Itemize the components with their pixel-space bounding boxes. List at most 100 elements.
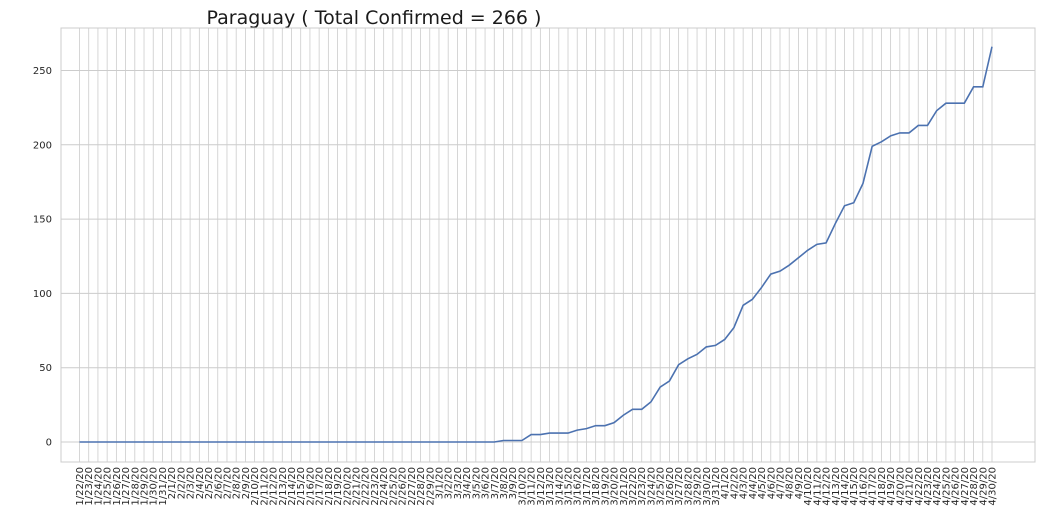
plot-frame bbox=[60, 27, 1036, 463]
x-tick-label: 2/2/20 bbox=[176, 467, 187, 499]
series-line bbox=[79, 46, 993, 443]
x-tick-label: 4/18/20 bbox=[877, 467, 888, 506]
x-tick-label: 3/2/20 bbox=[444, 467, 455, 499]
x-tick-label: 3/4/20 bbox=[462, 467, 473, 499]
x-tick-label: 3/9/20 bbox=[508, 467, 519, 499]
x-tick-label: 4/20/20 bbox=[895, 467, 906, 506]
y-tick-label: 150 bbox=[33, 215, 52, 226]
x-tick-label: 3/21/20 bbox=[619, 467, 630, 506]
x-tick-label: 2/28/20 bbox=[416, 467, 427, 506]
x-tick-label: 3/11/20 bbox=[527, 467, 538, 506]
x-tick-label: 2/15/20 bbox=[296, 467, 307, 506]
x-gridlines bbox=[79, 28, 993, 462]
x-tick-label: 2/26/20 bbox=[398, 467, 409, 506]
x-tick-label: 4/25/20 bbox=[941, 467, 952, 506]
x-tick-label: 3/6/20 bbox=[481, 467, 492, 499]
x-tick-label: 4/3/20 bbox=[739, 467, 750, 499]
x-tick-label: 4/11/20 bbox=[812, 467, 823, 506]
x-tick-label: 3/15/20 bbox=[564, 467, 575, 506]
x-tick-label: 4/9/20 bbox=[794, 467, 805, 499]
x-tick-label: 3/13/20 bbox=[545, 467, 556, 506]
x-tick-label: 2/13/20 bbox=[278, 467, 289, 506]
x-tick-label: 4/14/20 bbox=[840, 467, 851, 506]
x-tick-label: 4/29/20 bbox=[978, 467, 989, 506]
x-tick-label: 1/28/20 bbox=[130, 467, 141, 506]
x-tick-label: 4/7/20 bbox=[776, 467, 787, 499]
x-tick-label: 4/10/20 bbox=[803, 467, 814, 506]
x-tick-label: 2/17/20 bbox=[315, 467, 326, 506]
x-tick-label: 4/2/20 bbox=[729, 467, 740, 499]
x-tick-label: 2/4/20 bbox=[195, 467, 206, 499]
x-tick-label: 4/8/20 bbox=[785, 467, 796, 499]
x-tick-label: 1/30/20 bbox=[149, 467, 160, 506]
x-tick-label: 1/31/20 bbox=[158, 467, 169, 506]
x-tick-label: 3/25/20 bbox=[656, 467, 667, 506]
x-tick-label: 3/16/20 bbox=[573, 467, 584, 506]
x-tick-label: 2/9/20 bbox=[241, 467, 252, 499]
x-tick-label: 3/12/20 bbox=[536, 467, 547, 506]
x-tick-label: 2/10/20 bbox=[250, 467, 261, 506]
x-tick-label: 2/18/20 bbox=[324, 467, 335, 506]
x-tick-label: 3/30/20 bbox=[702, 467, 713, 506]
x-tick-label: 2/8/20 bbox=[232, 467, 243, 499]
x-tick-label: 3/23/20 bbox=[637, 467, 648, 506]
x-tick-label: 2/23/20 bbox=[370, 467, 381, 506]
x-tick-label: 4/21/20 bbox=[905, 467, 916, 506]
x-tick-label: 3/3/20 bbox=[453, 467, 464, 499]
x-tick-label: 2/27/20 bbox=[407, 467, 418, 506]
x-tick-label: 4/13/20 bbox=[831, 467, 842, 506]
x-tick-label: 2/22/20 bbox=[361, 467, 372, 506]
x-tick-label: 4/23/20 bbox=[923, 467, 934, 506]
x-tick-label: 1/24/20 bbox=[93, 467, 104, 506]
x-tick-label: 3/18/20 bbox=[591, 467, 602, 506]
x-tick-label: 2/21/20 bbox=[352, 467, 363, 506]
x-tick-label: 3/24/20 bbox=[646, 467, 657, 506]
y-tick-label: 0 bbox=[46, 438, 52, 449]
x-tick-label: 2/29/20 bbox=[425, 467, 436, 506]
x-tick-label: 4/5/20 bbox=[757, 467, 768, 499]
x-tick-label: 2/16/20 bbox=[305, 467, 316, 506]
x-tick-label: 2/1/20 bbox=[167, 467, 178, 499]
x-tick-label: 3/10/20 bbox=[517, 467, 528, 506]
y-axis-tick-labels: 0 50 100 150 200 250 bbox=[33, 66, 52, 449]
x-tick-label: 2/11/20 bbox=[259, 467, 270, 506]
x-tick-label: 2/7/20 bbox=[222, 467, 233, 499]
x-tick-label: 4/15/20 bbox=[849, 467, 860, 506]
x-tick-label: 4/27/20 bbox=[960, 467, 971, 506]
x-tick-label: 3/8/20 bbox=[499, 467, 510, 499]
y-gridlines bbox=[61, 70, 1035, 443]
x-tick-label: 4/16/20 bbox=[858, 467, 869, 506]
x-tick-label: 2/24/20 bbox=[379, 467, 390, 506]
x-tick-label: 3/14/20 bbox=[554, 467, 565, 506]
x-tick-label: 3/31/20 bbox=[711, 467, 722, 506]
x-tick-label: 2/14/20 bbox=[287, 467, 298, 506]
x-tick-label: 2/3/20 bbox=[186, 467, 197, 499]
x-tick-label: 2/12/20 bbox=[269, 467, 280, 506]
x-tick-label: 3/7/20 bbox=[490, 467, 501, 499]
y-tick-label: 250 bbox=[33, 66, 52, 77]
x-axis-tick-labels: 1/22/201/23/201/24/201/25/201/26/201/27/… bbox=[75, 467, 999, 506]
y-tick-label: 50 bbox=[39, 363, 52, 374]
x-tick-label: 4/19/20 bbox=[886, 467, 897, 506]
x-tick-label: 3/22/20 bbox=[628, 467, 639, 506]
x-tick-label: 4/26/20 bbox=[951, 467, 962, 506]
x-tick-label: 3/27/20 bbox=[674, 467, 685, 506]
x-tick-label: 4/12/20 bbox=[822, 467, 833, 506]
x-tick-label: 4/28/20 bbox=[969, 467, 980, 506]
x-tick-label: 3/5/20 bbox=[471, 467, 482, 499]
x-tick-label: 3/1/20 bbox=[434, 467, 445, 499]
x-tick-label: 2/5/20 bbox=[204, 467, 215, 499]
x-tick-label: 3/26/20 bbox=[665, 467, 676, 506]
x-tick-label: 2/25/20 bbox=[388, 467, 399, 506]
y-tick-label: 100 bbox=[33, 289, 52, 300]
x-tick-label: 3/17/20 bbox=[582, 467, 593, 506]
x-tick-label: 4/24/20 bbox=[932, 467, 943, 506]
x-tick-label: 3/20/20 bbox=[610, 467, 621, 506]
x-tick-label: 3/29/20 bbox=[693, 467, 704, 506]
x-tick-label: 2/19/20 bbox=[333, 467, 344, 506]
x-tick-label: 4/22/20 bbox=[914, 467, 925, 506]
x-tick-label: 1/25/20 bbox=[103, 467, 114, 506]
x-tick-label: 3/19/20 bbox=[600, 467, 611, 506]
x-tick-label: 1/23/20 bbox=[84, 467, 95, 506]
